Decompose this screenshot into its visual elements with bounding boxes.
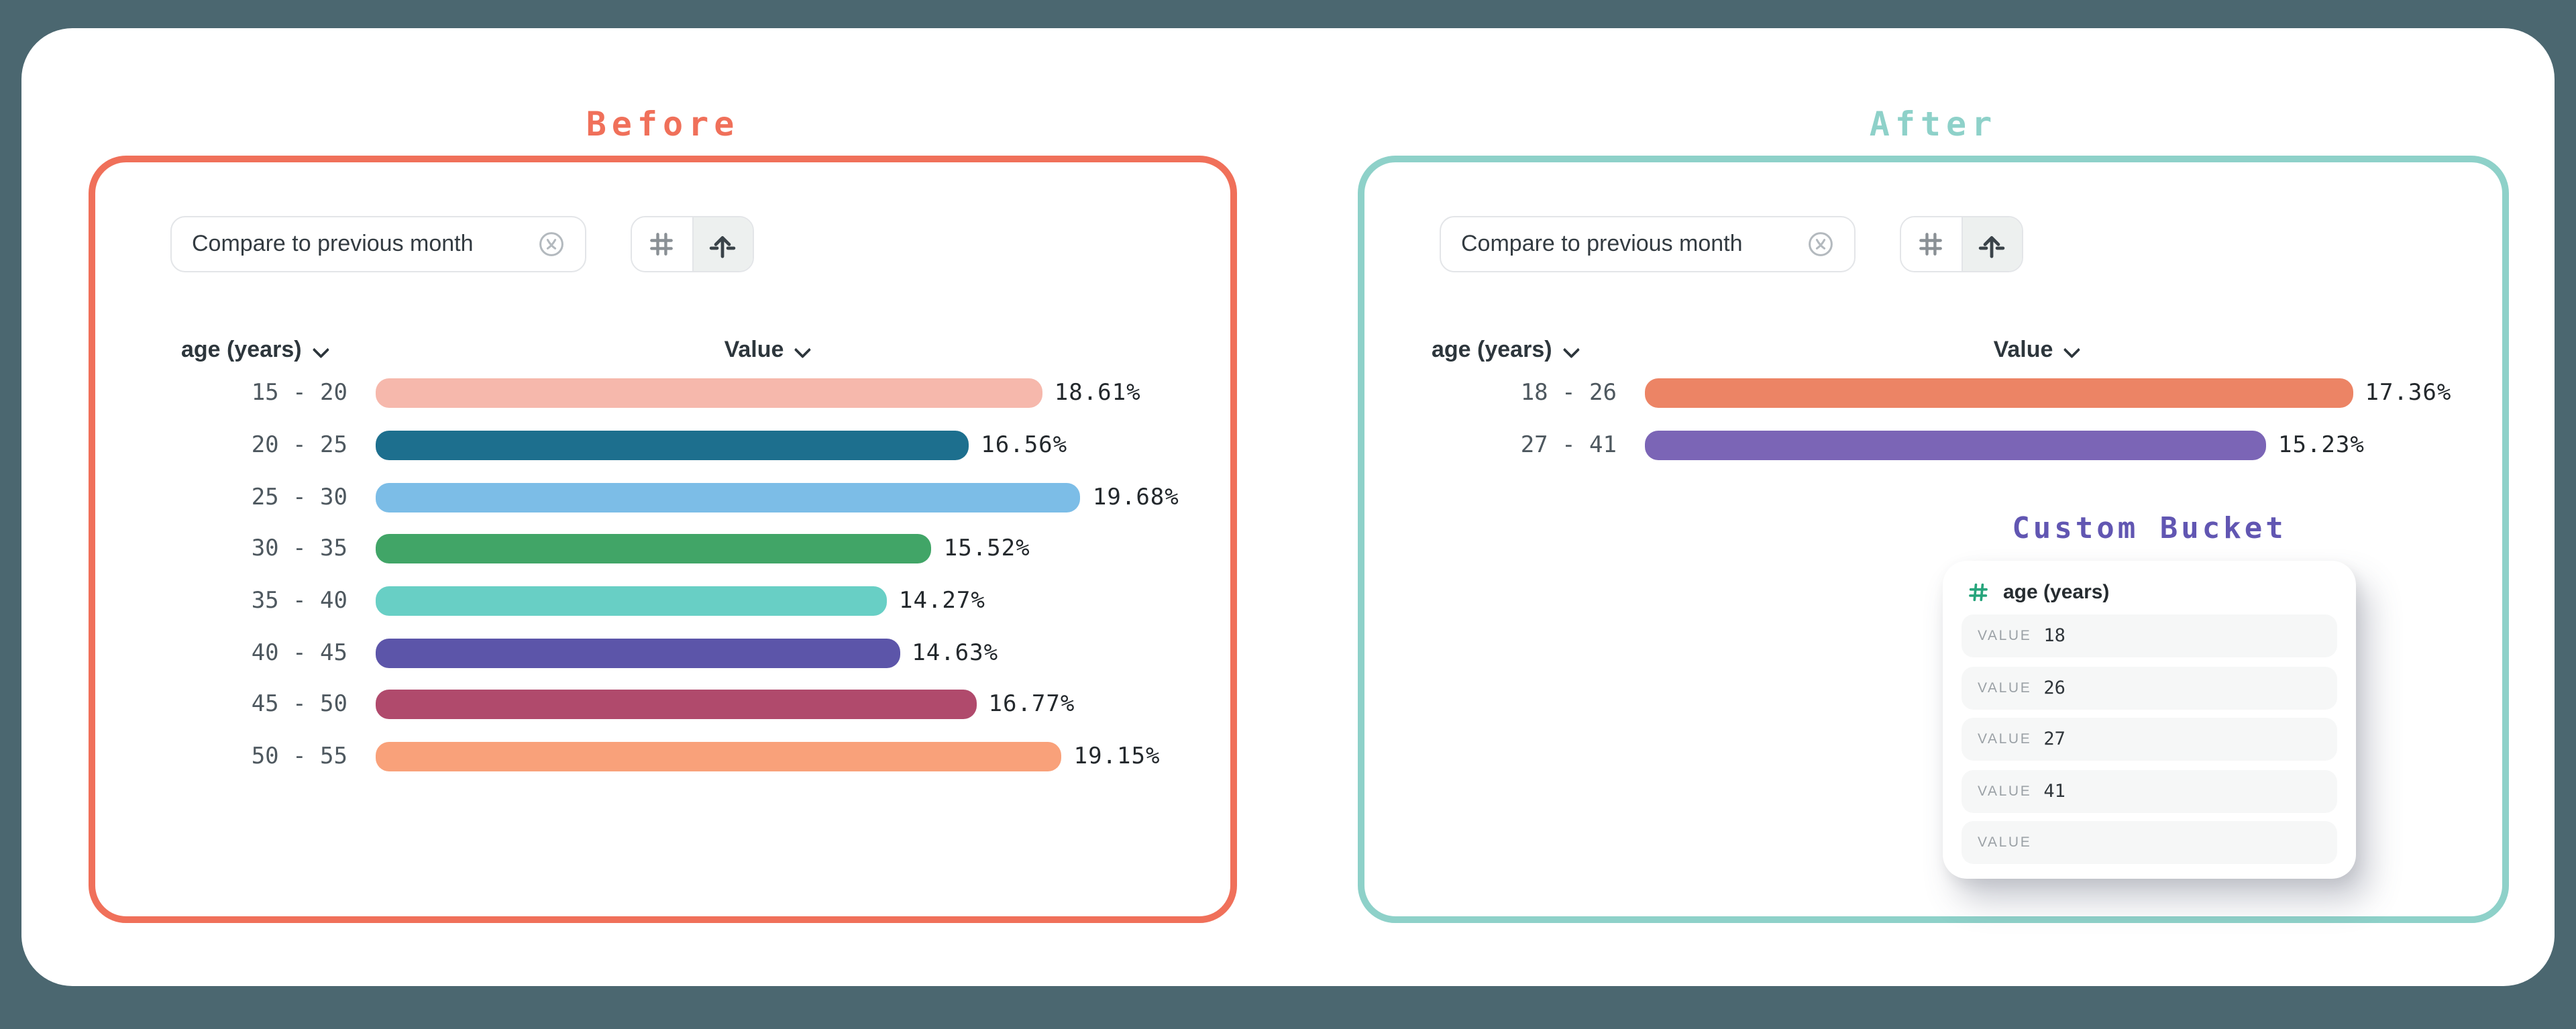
measure-header[interactable]: Value	[1941, 331, 2129, 369]
bar-row: 15 - 20 18.61%	[95, 368, 1230, 419]
bar	[1645, 431, 2266, 461]
chevron-down-icon	[312, 340, 329, 358]
value-label: 17.36%	[2365, 380, 2452, 407]
circle-x-icon[interactable]	[1807, 231, 1834, 258]
bar-row: 27 - 41 15.23%	[1364, 419, 2502, 471]
filter-chip-label: Compare to previous month	[1461, 231, 1743, 256]
dimension-header[interactable]: age (years)	[1432, 331, 1580, 369]
bar-row: 40 - 45 14.63%	[95, 627, 1230, 679]
category-label: 18 - 26	[1520, 380, 1617, 407]
value-label: 18.61%	[1054, 380, 1141, 407]
category-label: 20 - 25	[251, 432, 347, 459]
filter-chip[interactable]: Compare to previous month	[1440, 216, 1856, 272]
filter-chip[interactable]: Compare to previous month	[170, 216, 586, 272]
value-field-value: 26	[2043, 677, 2065, 698]
display-toggle-group	[631, 216, 754, 272]
sort-arrow-up-icon	[710, 235, 736, 258]
bar	[376, 742, 1062, 772]
after-title: After	[1869, 105, 1998, 144]
value-field-value: 18	[2043, 625, 2065, 647]
bucket-value-input[interactable]: VALUE 18	[1962, 614, 2337, 657]
measure-header[interactable]: Value	[672, 331, 860, 369]
bucket-value-input[interactable]: VALUE 41	[1962, 769, 2337, 812]
bar	[376, 690, 977, 720]
bar-chart: 15 - 20 18.61% 20 - 25 16.56% 25 - 30 19…	[95, 368, 1230, 783]
circle-x-icon[interactable]	[538, 231, 565, 258]
value-field-label: VALUE	[1978, 628, 2032, 644]
value-label: 16.77%	[988, 691, 1075, 718]
bar-row: 20 - 25 16.56%	[95, 419, 1230, 471]
measure-header-label: Value	[724, 337, 784, 362]
bar	[376, 638, 900, 668]
value-field-label: VALUE	[1978, 783, 2032, 799]
measure-header-label: Value	[1993, 337, 2053, 362]
sort-arrow-up-icon	[1979, 235, 2005, 258]
bar	[376, 378, 1042, 409]
bar-chart: 18 - 26 17.36% 27 - 41 15.23%	[1364, 368, 2502, 472]
chevron-down-icon	[794, 340, 812, 358]
category-label: 45 - 50	[251, 691, 347, 718]
value-label: 19.15%	[1073, 743, 1161, 771]
category-label: 27 - 41	[1520, 432, 1617, 459]
chevron-down-icon	[2063, 340, 2081, 358]
value-field-value: 41	[2043, 780, 2065, 802]
app-card: Before After Compare to previous month	[21, 28, 2555, 986]
before-title: Before	[586, 105, 740, 144]
custom-bucket-rows: VALUE 18 VALUE 26 VALUE 27 VALUE 41 VALU…	[1962, 614, 2337, 864]
bar	[376, 482, 1081, 512]
bar	[376, 534, 932, 564]
bar	[376, 586, 887, 616]
bar	[1645, 378, 2353, 409]
dimension-header-label: age (years)	[1432, 337, 1552, 362]
value-label: 15.52%	[943, 535, 1030, 563]
bar-row: 45 - 50 16.77%	[95, 679, 1230, 730]
bar-row: 50 - 55 19.15%	[95, 731, 1230, 783]
category-label: 30 - 35	[251, 535, 347, 563]
value-field-value: 27	[2043, 728, 2065, 750]
value-field-label: VALUE	[1978, 834, 2032, 851]
value-label: 14.63%	[912, 639, 999, 667]
category-label: 40 - 45	[251, 639, 347, 667]
value-label: 15.23%	[2277, 432, 2365, 459]
sort-arrow-toggle-button[interactable]	[1961, 217, 2022, 271]
dimension-header[interactable]: age (years)	[181, 331, 329, 369]
bar-row: 30 - 35 15.52%	[95, 523, 1230, 575]
bucket-value-input[interactable]: VALUE 27	[1962, 718, 2337, 761]
sort-arrow-toggle-button[interactable]	[692, 217, 753, 271]
bar-row: 35 - 40 14.27%	[95, 576, 1230, 627]
custom-bucket-title: Custom Bucket	[2012, 512, 2287, 546]
bucket-value-input[interactable]: VALUE	[1962, 821, 2337, 864]
hash-icon	[1969, 582, 1988, 601]
category-label: 25 - 30	[251, 484, 347, 511]
dimension-header-label: age (years)	[181, 337, 302, 362]
custom-bucket-field-header: age (years)	[1962, 577, 2337, 606]
category-label: 50 - 55	[251, 743, 347, 771]
category-label: 35 - 40	[251, 588, 347, 615]
category-label: 15 - 20	[251, 380, 347, 407]
custom-bucket-card: age (years) VALUE 18 VALUE 26 VALUE 27 V…	[1943, 561, 2356, 879]
hash-toggle-button[interactable]	[632, 217, 692, 271]
value-label: 19.68%	[1092, 484, 1179, 511]
filter-chip-label: Compare to previous month	[192, 231, 474, 256]
before-panel: Compare to previous month	[89, 156, 1237, 923]
hash-icon	[1919, 233, 1943, 256]
bar	[376, 431, 969, 461]
bar-row: 25 - 30 19.68%	[95, 472, 1230, 523]
hash-icon	[650, 233, 674, 256]
value-label: 14.27%	[899, 588, 985, 615]
value-label: 16.56%	[981, 432, 1068, 459]
value-field-label: VALUE	[1978, 731, 2032, 747]
hash-toggle-button[interactable]	[1901, 217, 1961, 271]
display-toggle-group	[1900, 216, 2023, 272]
bucket-value-input[interactable]: VALUE 26	[1962, 666, 2337, 709]
custom-bucket-field-label: age (years)	[2003, 580, 2110, 603]
bar-row: 18 - 26 17.36%	[1364, 368, 2502, 419]
value-field-label: VALUE	[1978, 680, 2032, 696]
chevron-down-icon	[1562, 340, 1580, 358]
